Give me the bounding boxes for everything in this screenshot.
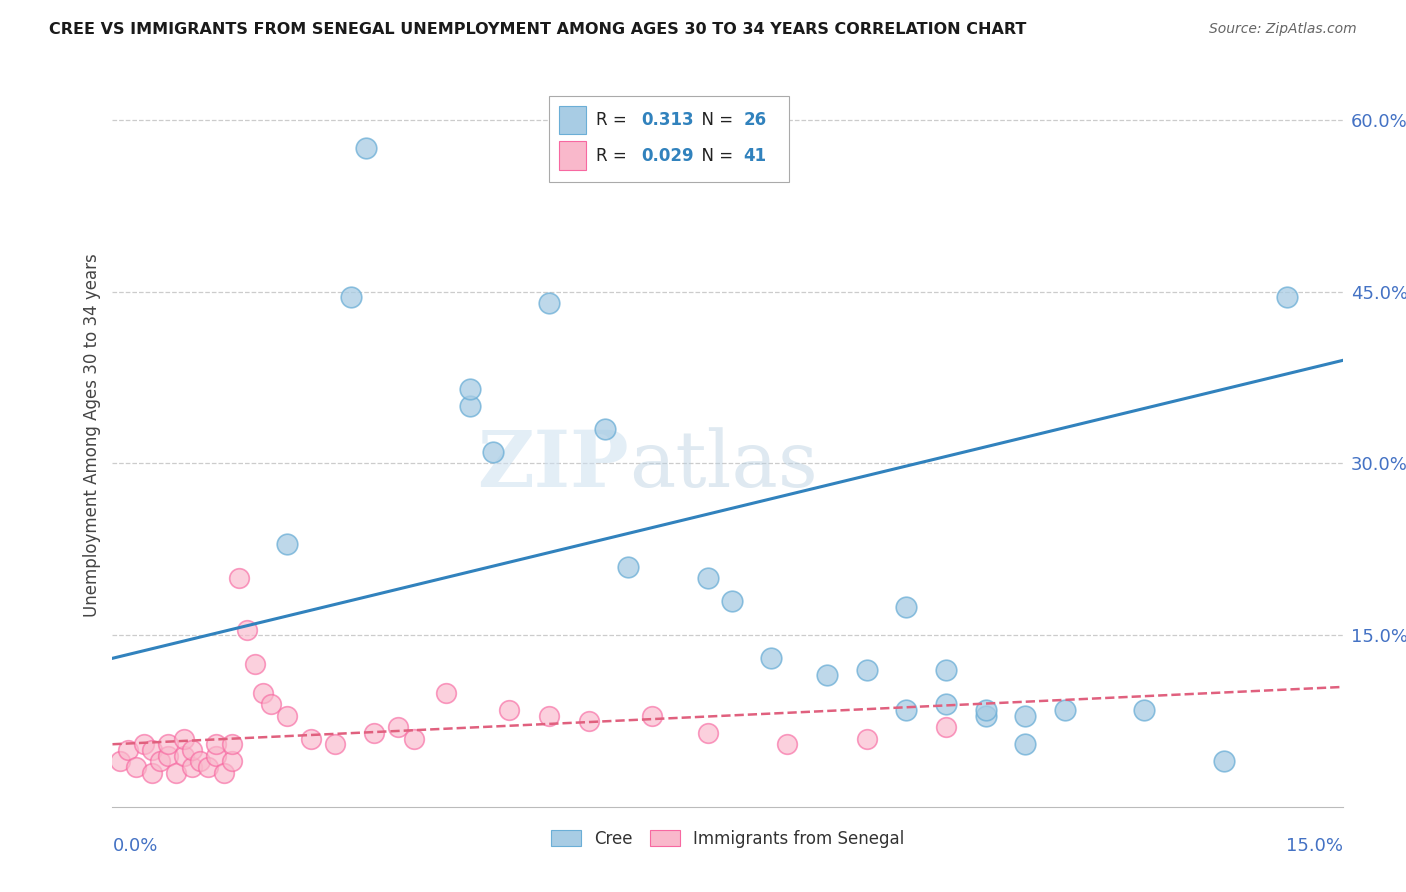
- Point: [125, 760, 148, 774]
- Point: [363, 726, 385, 740]
- Point: [141, 743, 163, 757]
- Point: [1275, 290, 1298, 304]
- Point: [617, 559, 640, 574]
- Point: [165, 765, 187, 780]
- Point: [134, 737, 156, 751]
- Point: [173, 748, 195, 763]
- Text: 26: 26: [744, 111, 766, 128]
- Point: [188, 755, 211, 769]
- Point: [260, 697, 283, 711]
- Text: N =: N =: [690, 146, 738, 164]
- Point: [434, 686, 457, 700]
- Point: [855, 731, 877, 746]
- Point: [593, 422, 616, 436]
- Text: 41: 41: [744, 146, 766, 164]
- Text: R =: R =: [596, 111, 631, 128]
- Point: [578, 714, 600, 729]
- Point: [1212, 755, 1234, 769]
- Point: [537, 296, 560, 310]
- Point: [482, 445, 505, 459]
- Point: [387, 720, 409, 734]
- Text: 0.313: 0.313: [641, 111, 695, 128]
- Point: [855, 663, 877, 677]
- Text: N =: N =: [690, 111, 738, 128]
- Point: [1014, 737, 1036, 751]
- Point: [974, 703, 997, 717]
- Point: [204, 737, 226, 751]
- Point: [458, 399, 481, 413]
- Text: atlas: atlas: [630, 426, 818, 502]
- Point: [498, 703, 520, 717]
- Point: [204, 748, 226, 763]
- FancyBboxPatch shape: [550, 96, 789, 182]
- Point: [537, 708, 560, 723]
- Point: [180, 760, 202, 774]
- Point: [157, 748, 180, 763]
- Point: [117, 743, 139, 757]
- Point: [299, 731, 322, 746]
- Text: 15.0%: 15.0%: [1285, 837, 1343, 855]
- Point: [761, 651, 783, 665]
- Text: Source: ZipAtlas.com: Source: ZipAtlas.com: [1209, 22, 1357, 37]
- Point: [221, 755, 243, 769]
- Y-axis label: Unemployment Among Ages 30 to 34 years: Unemployment Among Ages 30 to 34 years: [83, 253, 101, 616]
- Point: [276, 708, 298, 723]
- Point: [404, 731, 426, 746]
- Point: [458, 382, 481, 396]
- Point: [776, 737, 799, 751]
- Text: 0.0%: 0.0%: [112, 837, 157, 855]
- Point: [173, 731, 195, 746]
- Point: [212, 765, 235, 780]
- Point: [252, 686, 274, 700]
- Point: [356, 141, 378, 155]
- Point: [935, 697, 957, 711]
- Text: ZIP: ZIP: [478, 426, 630, 503]
- Point: [323, 737, 346, 751]
- Point: [339, 290, 361, 304]
- Point: [110, 755, 132, 769]
- Point: [1053, 703, 1076, 717]
- Point: [641, 708, 664, 723]
- Point: [236, 623, 259, 637]
- Point: [276, 537, 298, 551]
- Point: [696, 726, 718, 740]
- Point: [197, 760, 219, 774]
- Point: [157, 737, 180, 751]
- Point: [720, 594, 742, 608]
- Point: [1133, 703, 1156, 717]
- Point: [228, 571, 250, 585]
- Point: [974, 708, 997, 723]
- Point: [896, 703, 918, 717]
- Point: [221, 737, 243, 751]
- Point: [935, 663, 957, 677]
- Point: [180, 743, 202, 757]
- Point: [896, 599, 918, 614]
- FancyBboxPatch shape: [560, 142, 586, 169]
- Point: [149, 755, 172, 769]
- Legend: Cree, Immigrants from Senegal: Cree, Immigrants from Senegal: [544, 823, 911, 855]
- Point: [815, 668, 838, 682]
- Point: [245, 657, 267, 671]
- Point: [141, 765, 163, 780]
- Point: [935, 720, 957, 734]
- Text: 0.029: 0.029: [641, 146, 695, 164]
- Point: [696, 571, 718, 585]
- Point: [1014, 708, 1036, 723]
- Text: CREE VS IMMIGRANTS FROM SENEGAL UNEMPLOYMENT AMONG AGES 30 TO 34 YEARS CORRELATI: CREE VS IMMIGRANTS FROM SENEGAL UNEMPLOY…: [49, 22, 1026, 37]
- Text: R =: R =: [596, 146, 631, 164]
- FancyBboxPatch shape: [560, 105, 586, 134]
